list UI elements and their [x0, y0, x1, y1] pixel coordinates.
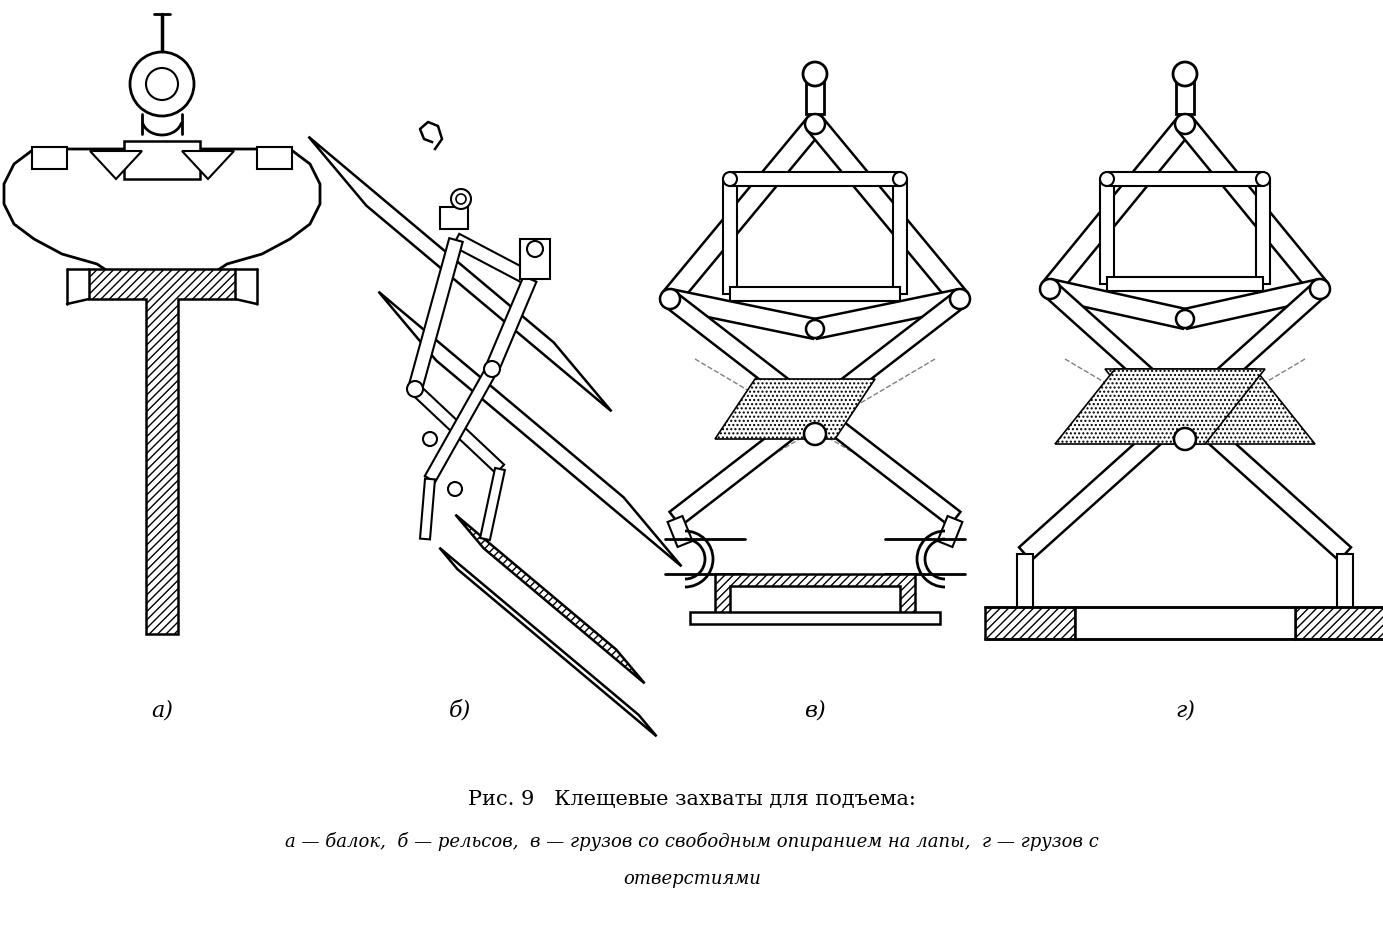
Polygon shape	[90, 151, 142, 180]
Polygon shape	[379, 292, 682, 566]
Circle shape	[130, 53, 194, 117]
Polygon shape	[668, 290, 817, 340]
Polygon shape	[808, 118, 968, 306]
Polygon shape	[690, 612, 940, 625]
Polygon shape	[124, 142, 201, 180]
Polygon shape	[664, 292, 961, 526]
Text: б): б)	[449, 700, 472, 722]
Polygon shape	[669, 292, 965, 526]
Circle shape	[804, 63, 827, 87]
Circle shape	[484, 362, 501, 378]
Circle shape	[1174, 428, 1196, 450]
Polygon shape	[257, 148, 292, 169]
Circle shape	[893, 173, 907, 187]
Polygon shape	[1256, 180, 1270, 285]
Polygon shape	[455, 515, 644, 684]
Circle shape	[723, 173, 737, 187]
Polygon shape	[4, 149, 319, 275]
Circle shape	[1176, 310, 1194, 328]
Polygon shape	[520, 240, 550, 280]
Polygon shape	[425, 367, 498, 483]
Circle shape	[456, 195, 466, 205]
Circle shape	[527, 242, 544, 258]
Polygon shape	[813, 290, 963, 340]
Circle shape	[1040, 280, 1059, 300]
Polygon shape	[1106, 173, 1263, 187]
Polygon shape	[89, 269, 235, 634]
Circle shape	[1310, 280, 1330, 300]
Polygon shape	[32, 148, 66, 169]
Polygon shape	[730, 173, 900, 187]
Polygon shape	[806, 69, 824, 115]
Polygon shape	[1044, 283, 1351, 561]
Polygon shape	[485, 277, 537, 372]
Circle shape	[660, 289, 680, 309]
Polygon shape	[1048, 280, 1187, 329]
Polygon shape	[938, 517, 963, 547]
Polygon shape	[440, 208, 467, 229]
Polygon shape	[183, 151, 234, 180]
Circle shape	[423, 432, 437, 446]
Circle shape	[407, 382, 423, 398]
Polygon shape	[1337, 554, 1353, 609]
Circle shape	[1173, 63, 1198, 87]
Polygon shape	[420, 479, 436, 540]
Polygon shape	[1182, 280, 1322, 329]
Polygon shape	[1105, 369, 1315, 445]
Polygon shape	[1099, 180, 1113, 285]
Circle shape	[950, 289, 969, 309]
Circle shape	[1256, 173, 1270, 187]
Polygon shape	[715, 380, 875, 440]
Polygon shape	[1177, 119, 1328, 296]
Polygon shape	[452, 234, 534, 286]
Text: в): в)	[804, 700, 826, 722]
Circle shape	[1176, 115, 1195, 135]
Polygon shape	[440, 548, 657, 737]
Circle shape	[448, 483, 462, 497]
Polygon shape	[1106, 278, 1263, 291]
Polygon shape	[408, 239, 463, 391]
Polygon shape	[730, 288, 900, 302]
Polygon shape	[1043, 119, 1192, 296]
Text: отверстиями: отверстиями	[624, 869, 761, 887]
Polygon shape	[411, 386, 505, 474]
Text: г): г)	[1176, 700, 1195, 722]
Text: а — балок,  б — рельсов,  в — грузов со свободным опиранием на лапы,  г — грузов: а — балок, б — рельсов, в — грузов со св…	[285, 831, 1099, 850]
Polygon shape	[1055, 369, 1265, 445]
Text: а): а)	[151, 700, 173, 722]
Circle shape	[806, 321, 824, 339]
Polygon shape	[480, 468, 505, 541]
Polygon shape	[723, 180, 737, 295]
Circle shape	[805, 115, 826, 135]
Polygon shape	[1017, 554, 1033, 609]
Polygon shape	[1176, 69, 1194, 115]
Polygon shape	[662, 118, 823, 306]
Polygon shape	[308, 137, 611, 412]
Circle shape	[451, 189, 472, 209]
Polygon shape	[1019, 283, 1326, 561]
Circle shape	[147, 69, 178, 101]
Circle shape	[1099, 173, 1113, 187]
Polygon shape	[985, 607, 1075, 640]
Polygon shape	[893, 180, 907, 295]
Polygon shape	[668, 517, 693, 547]
Polygon shape	[1294, 607, 1383, 640]
Text: Рис. 9   Клещевые захваты для подъема:: Рис. 9 Клещевые захваты для подъема:	[467, 789, 916, 808]
Polygon shape	[715, 574, 916, 614]
Polygon shape	[1075, 607, 1294, 640]
Circle shape	[804, 424, 826, 446]
